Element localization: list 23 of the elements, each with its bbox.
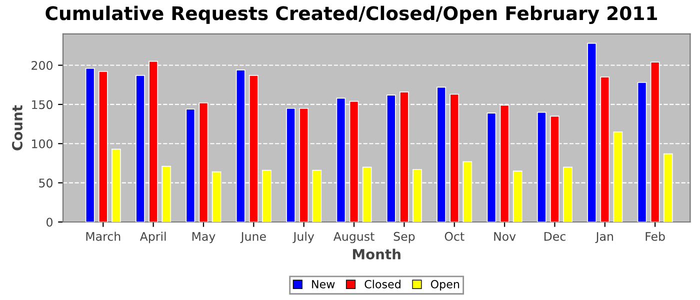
x-tick-label: June	[240, 232, 266, 244]
x-tick-label: Sep	[394, 232, 415, 244]
x-tick-label: Dec	[544, 232, 566, 241]
x-tick-label: Oct	[444, 232, 464, 241]
x-tick-label: March	[86, 232, 120, 241]
x-axis-title: Month	[352, 248, 400, 260]
x-tick-label: April	[140, 232, 166, 244]
chart-title: Cumulative Requests Created/Closed/Open February 2011	[46, 6, 657, 24]
x-tick-label: May	[192, 232, 216, 244]
x-tick-label: Jan	[595, 232, 613, 244]
y-tick-label: 200	[32, 60, 52, 70]
x-tick-label: August	[333, 232, 374, 244]
legend-label: Closed	[364, 280, 400, 288]
x-tick-label: Feb	[646, 232, 665, 241]
y-tick-label: 100	[32, 139, 52, 148]
legend-label: New	[312, 280, 335, 288]
y-tick-label: 150	[32, 100, 52, 110]
y-tick-label: 0	[46, 218, 52, 227]
y-axis-title: Count	[12, 105, 22, 150]
x-tick-label: Nov	[494, 232, 516, 241]
y-tick-label: 50	[39, 178, 52, 188]
x-tick-label: July	[292, 232, 314, 244]
legend-label: Open	[430, 280, 460, 291]
